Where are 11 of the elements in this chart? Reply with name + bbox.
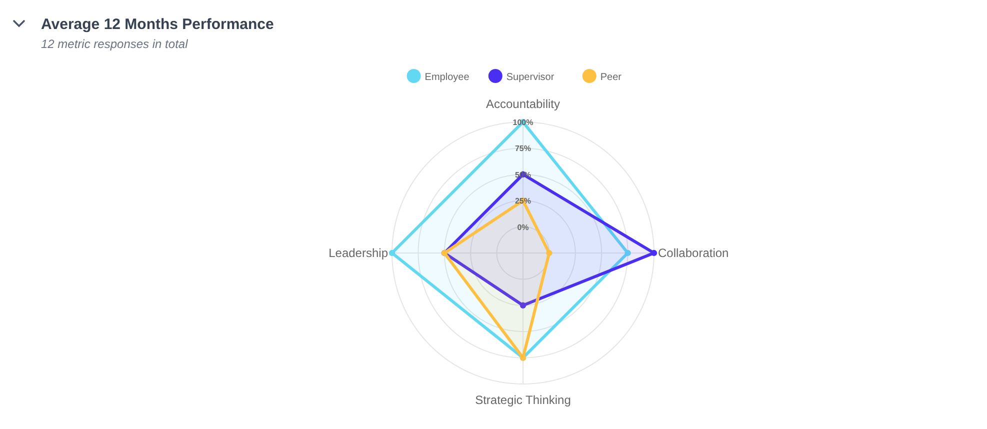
y-tick-label: 75% (514, 144, 532, 154)
legend-label: Employee (424, 72, 470, 83)
legend-label: Peer (600, 72, 622, 83)
spoke-label: Collaboration (658, 246, 729, 260)
text: Average 12 Months Performance (41, 16, 274, 33)
y-tick-label: 0% (517, 222, 529, 232)
spoke-label: Accountability (486, 97, 560, 111)
text: 12 metric responses in total (41, 37, 188, 51)
spoke-label: Leadership (328, 246, 388, 260)
spoke-label: Strategic Thinking (475, 393, 571, 407)
legend-label: Supervisor (506, 72, 555, 83)
